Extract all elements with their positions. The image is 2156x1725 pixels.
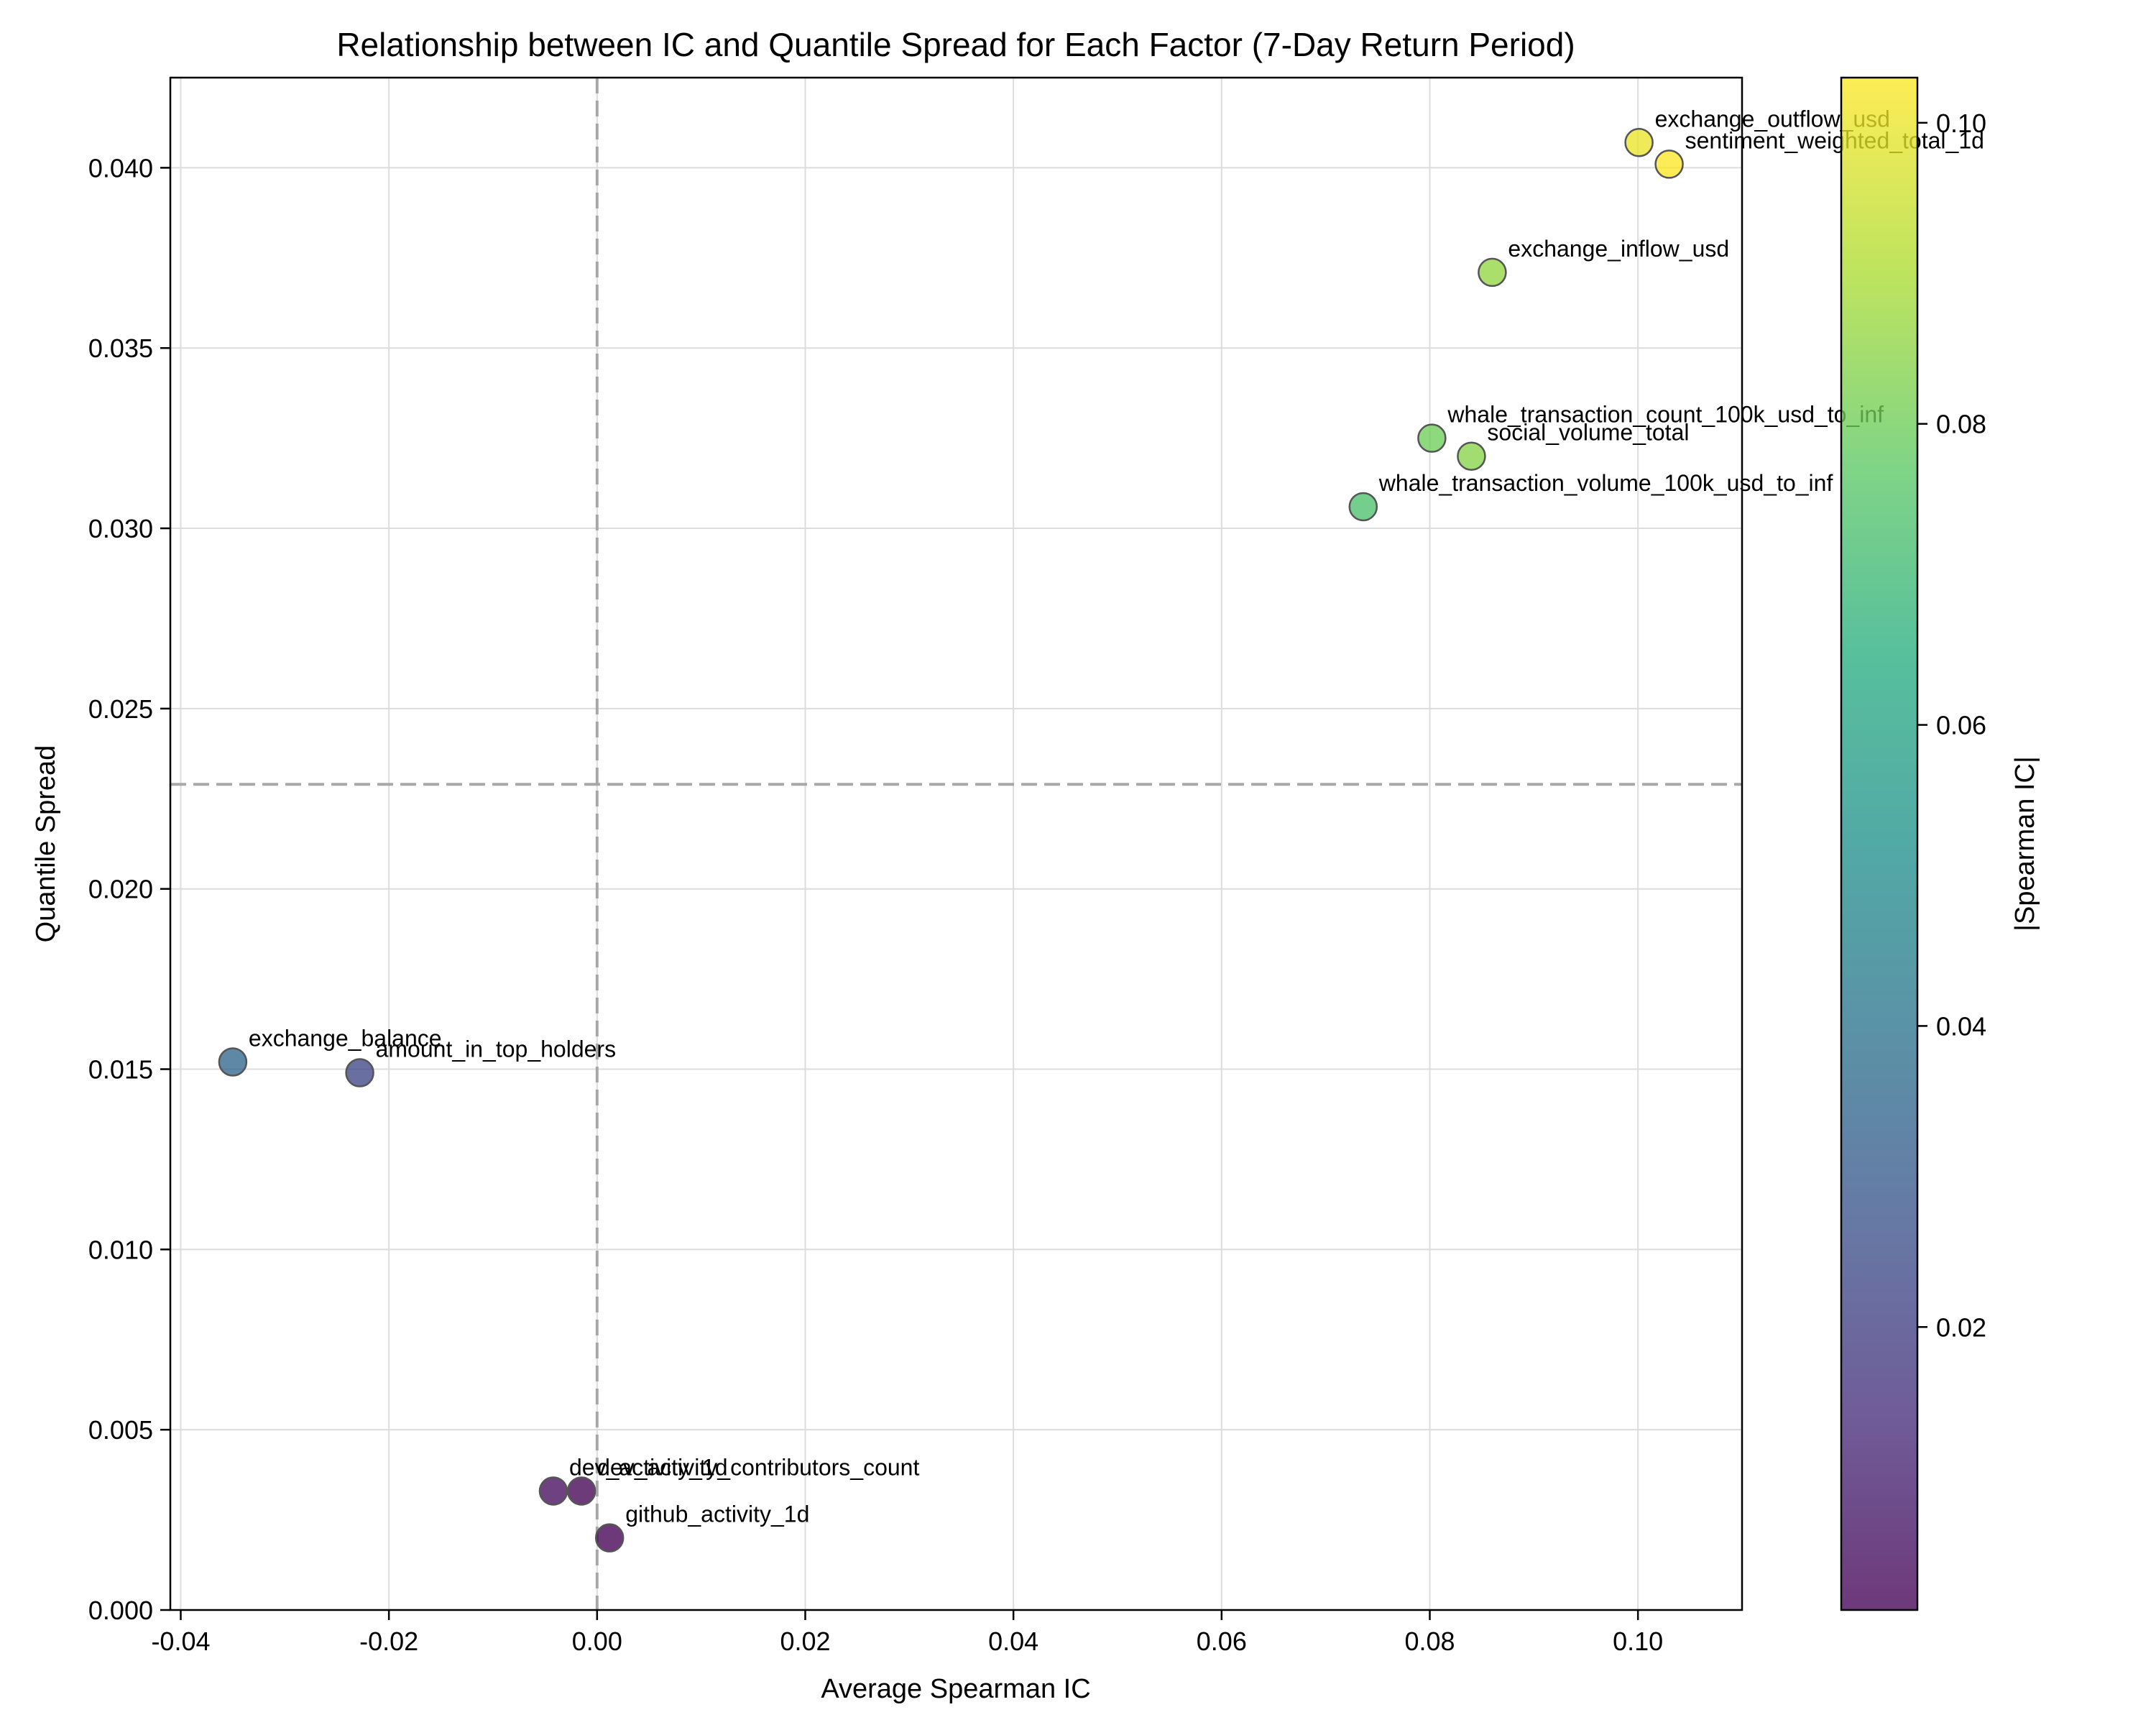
x-tick-label: 0.08 [1404,1627,1455,1656]
y-axis-ticks: 0.000 0.005 0.010 0.015 0.020 0.025 0.030 0.035… [88,153,170,1625]
colorbar-tick-label: 0.06 [1936,711,1986,740]
colorbar-ticks: 0.02 0.04 0.06 0.08 0.10 [1917,109,1986,1342]
colorbar [1841,78,1917,1610]
data-points [218,128,1684,1552]
y-tick-label: 0.015 [88,1055,153,1085]
scatter-point [345,1058,374,1087]
point-label: social_volume_total [1487,420,1689,446]
reference-lines [170,78,1742,1610]
point-label: exchange_balance [249,1025,442,1051]
colorbar-frame [1840,76,1919,1611]
point-label: whale_transaction_volume_100k_usd_to_inf [1378,470,1833,496]
y-tick-label: 0.030 [88,514,153,543]
point-label: whale_transaction_count_100k_usd_to_inf [1447,402,1884,428]
scatter-point [1417,423,1447,453]
scatter-point [1624,128,1654,157]
x-tick-label: -0.04 [151,1627,210,1656]
colorbar-tick-label: 0.04 [1936,1011,1986,1041]
x-axis-ticks: -0.04 -0.02 0.00 0.02 0.04 0.06 0.08 0.10 [151,1610,1663,1656]
y-tick-label: 0.000 [88,1596,153,1625]
scatter-point [538,1476,568,1506]
point-label: dev_activity_contributors_count [597,1454,919,1480]
chart-title: Relationship between IC and Quantile Spr… [336,26,1575,63]
scatter-point [218,1047,248,1077]
y-tick-label: 0.020 [88,875,153,904]
point-labels: exchange_outflow_usdsentiment_weighted_t… [249,106,1984,1527]
x-tick-label: 0.04 [988,1627,1038,1656]
x-tick-label: 0.02 [780,1627,830,1656]
colorbar-tick-label: 0.08 [1936,410,1986,439]
scatter-point [594,1523,625,1552]
point-label: github_activity_1d [625,1501,809,1527]
scatter-point [1348,492,1378,522]
colorbar-tick-label: 0.10 [1936,109,1986,138]
x-tick-label: -0.02 [359,1627,418,1656]
x-tick-label: 0.06 [1197,1627,1247,1656]
point-label: sentiment_weighted_total_1d [1685,127,1984,153]
y-axis-label: Quantile Spread [31,745,61,943]
y-tick-label: 0.010 [88,1235,153,1264]
point-label: dev_activity_1d [569,1454,728,1480]
scatter-point [566,1476,596,1506]
y-tick-label: 0.005 [88,1415,153,1445]
scatter-point [1457,441,1486,471]
x-axis-label: Average Spearman IC [821,1674,1090,1704]
y-tick-label: 0.035 [88,334,153,363]
scatter-point [1478,257,1507,288]
scatter-point [1654,150,1684,179]
colorbar-tick-label: 0.02 [1936,1312,1986,1342]
point-label: amount_in_top_holders [376,1036,616,1062]
y-tick-label: 0.040 [88,153,153,183]
gridlines [170,78,1742,1611]
x-tick-label: 0.00 [572,1627,622,1656]
colorbar-label: |Spearman IC| [2010,756,2040,932]
y-tick-label: 0.025 [88,694,153,724]
plot-frame [169,76,1743,1611]
x-tick-label: 0.10 [1613,1627,1663,1656]
point-label: exchange_inflow_usd [1508,236,1729,262]
